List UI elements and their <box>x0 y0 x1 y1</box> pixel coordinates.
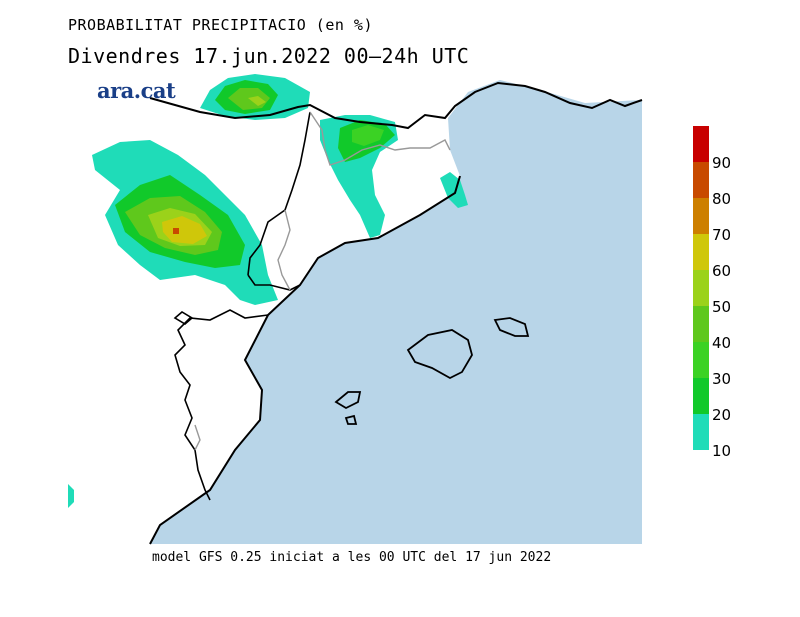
map-title: PROBABILITAT PRECIPITACIO (en %) <box>68 16 373 34</box>
brand-logo: ara.cat <box>97 78 176 103</box>
legend-color-bar <box>693 126 709 450</box>
precip-area-30 <box>352 125 384 146</box>
precip-area-80 <box>173 228 179 234</box>
legend-swatch-80 <box>693 162 709 198</box>
precipitation-areas <box>68 74 468 508</box>
legend-label: 30 <box>712 370 732 388</box>
legend-label: 60 <box>712 262 732 280</box>
precip-area-50 <box>248 96 266 106</box>
internal-borders <box>194 111 451 451</box>
legend-swatch-40 <box>693 306 709 342</box>
legend-label: 90 <box>712 154 732 172</box>
map-subtitle: Divendres 17.jun.2022 00—24h UTC <box>68 44 470 68</box>
legend-swatch-20 <box>693 378 709 414</box>
model-note: model GFS 0.25 iniciat a les 00 UTC del … <box>152 550 552 565</box>
precip-area-60 <box>162 216 207 244</box>
legend-swatch-30 <box>693 342 709 378</box>
precip-area-10 <box>68 484 74 508</box>
legend-label: 10 <box>712 442 732 460</box>
legend-label: 70 <box>712 226 732 244</box>
legend-label: 50 <box>712 298 732 316</box>
legend-swatch-60 <box>693 234 709 270</box>
legend-label: 40 <box>712 334 732 352</box>
legend-swatch-90 <box>693 126 709 162</box>
mediterranean-sea <box>150 80 642 544</box>
legend-swatch-50 <box>693 270 709 306</box>
legend-swatch-70 <box>693 198 709 234</box>
precip-area-10 <box>440 172 468 208</box>
legend-swatch-10 <box>693 414 709 450</box>
legend-label: 20 <box>712 406 732 424</box>
legend-label: 80 <box>712 190 732 208</box>
